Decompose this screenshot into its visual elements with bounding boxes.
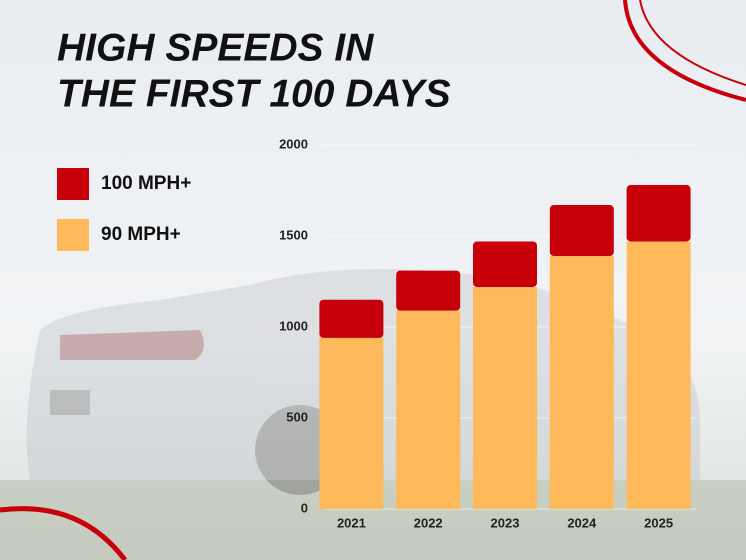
- y-tick-label: 0: [301, 500, 308, 515]
- legend-swatch: [57, 219, 89, 251]
- x-tick-label: 2025: [644, 515, 673, 530]
- bar-segment: [626, 185, 691, 242]
- legend-swatch: [57, 168, 89, 200]
- bar-segment: [319, 337, 384, 509]
- bar-segment: [396, 310, 461, 509]
- y-tick-label: 1000: [279, 318, 308, 333]
- legend-label: 100 MPH+: [101, 173, 191, 194]
- x-tick-label: 2023: [491, 515, 520, 530]
- bar-segment: [319, 299, 384, 338]
- legend-label: 90 MPH+: [101, 224, 181, 245]
- decor-arc: [639, 0, 746, 86]
- chart-title: HIGH SPEEDS IN: [57, 26, 374, 69]
- decor-arc: [0, 506, 127, 560]
- x-tick-label: 2022: [414, 515, 443, 530]
- bar-segment: [549, 205, 614, 257]
- y-tick-label: 500: [286, 409, 308, 424]
- y-tick-label: 1500: [279, 227, 308, 242]
- bar-segment: [396, 270, 461, 311]
- chart-title: THE FIRST 100 DAYS: [57, 72, 451, 115]
- x-tick-label: 2021: [337, 515, 366, 530]
- decor-arc: [623, 0, 746, 102]
- bar-segment: [473, 286, 537, 509]
- bar-segment: [626, 241, 691, 509]
- x-tick-label: 2024: [567, 515, 597, 530]
- y-tick-label: 2000: [279, 136, 308, 151]
- bar-segment: [549, 256, 614, 509]
- bar-segment: [473, 241, 537, 287]
